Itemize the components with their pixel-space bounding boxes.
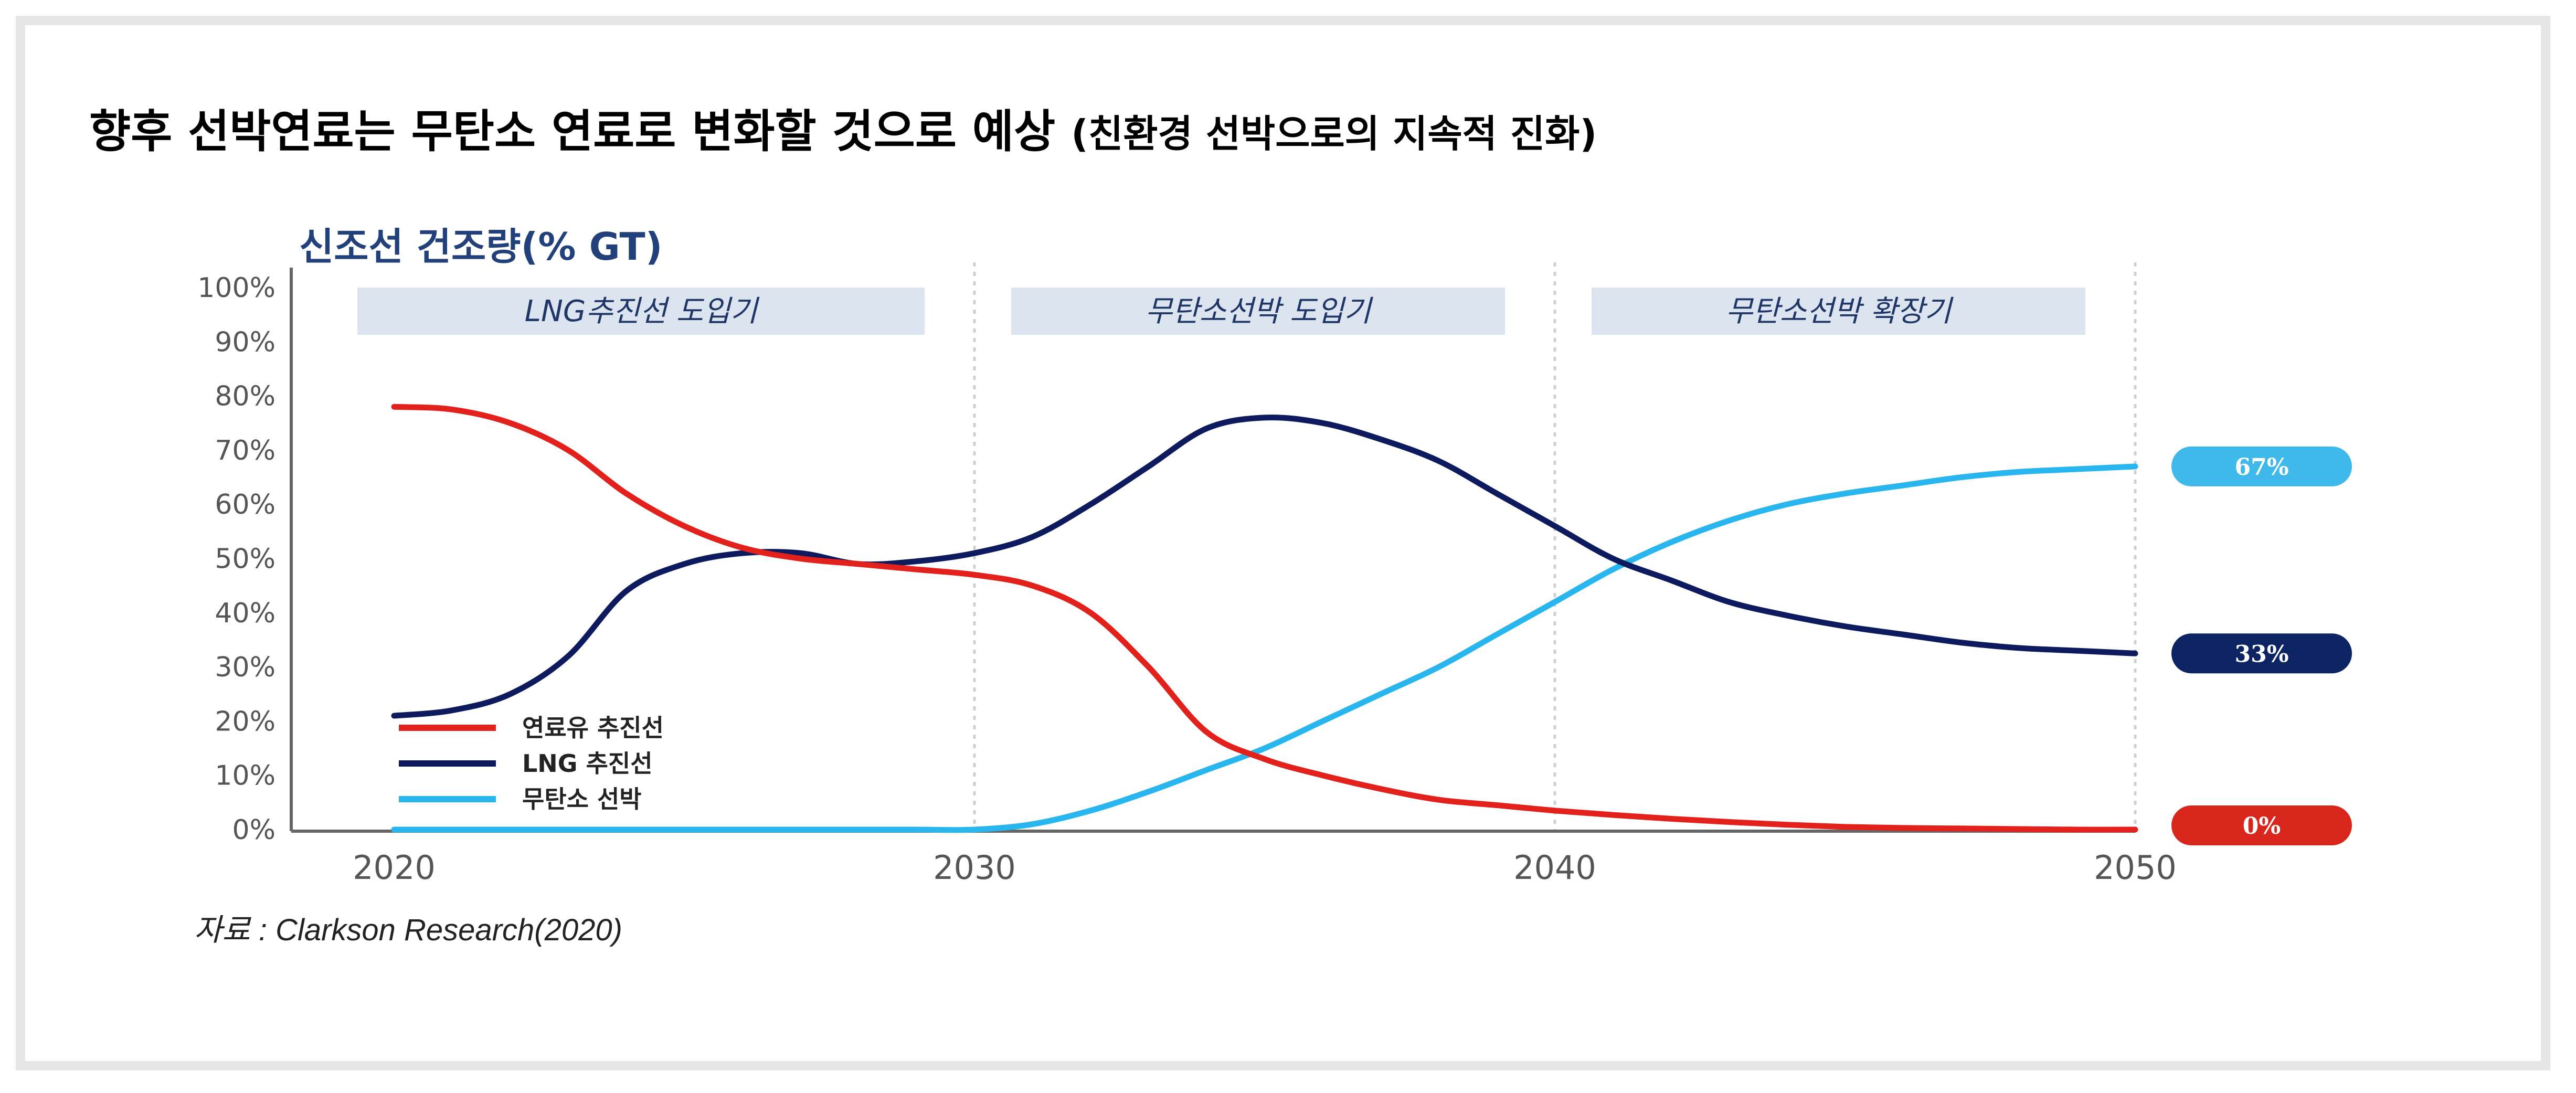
end-value-label: 0% (2243, 813, 2281, 840)
y-tick-label: 100% (197, 272, 275, 304)
x-tick-label: 2020 (353, 848, 436, 887)
title-subtitle: (친환경 선박으로의 지속적 진화) (1071, 112, 1597, 156)
end-value-label: 33% (2234, 641, 2288, 667)
series-line-2 (391, 463, 2138, 833)
y-tick-label: 10% (215, 760, 275, 792)
phase-label: 무탄소선박 도입기 (1146, 294, 1373, 328)
x-tick-label: 2030 (933, 848, 1016, 887)
phase-label: 무탄소선박 확장기 (1726, 294, 1954, 328)
y-tick-label: 50% (215, 544, 275, 575)
y-tick-label: 30% (215, 652, 275, 683)
phase-band (357, 288, 925, 335)
phase-label: LNG추진선 도입기 (525, 294, 760, 328)
x-tick-label: 2050 (2094, 848, 2177, 887)
source-note: 자료 : Clarkson Research(2020) (194, 913, 622, 947)
series-line-0 (391, 404, 2138, 833)
series-line-1 (391, 415, 2138, 719)
legend-label: LNG 추진선 (522, 749, 653, 778)
x-tick-label: 2040 (1513, 848, 1596, 887)
end-value-badge (2171, 805, 2352, 845)
legend-label: 무탄소 선박 (522, 785, 642, 813)
y-tick-label: 0% (232, 814, 276, 846)
end-value-badge (2171, 446, 2352, 486)
y-tick-label: 70% (215, 435, 275, 466)
y-tick-label: 80% (215, 381, 275, 412)
y-tick-label: 60% (215, 489, 275, 521)
phase-band (1011, 288, 1505, 335)
end-value-badge (2171, 633, 2352, 674)
y-tick-label: 20% (215, 706, 275, 737)
end-value-label: 67% (2234, 454, 2288, 481)
y-tick-label: 90% (215, 326, 275, 358)
phase-band (1592, 288, 2085, 335)
legend-label: 연료유 추진선 (522, 714, 664, 742)
page-title: 향후 선박연료는 무탄소 연료로 변화할 것으로 예상 (친환경 선박으로의 지… (89, 94, 1597, 160)
y-tick-label: 40% (215, 598, 275, 629)
page-frame (16, 16, 2550, 1070)
title-main: 향후 선박연료는 무탄소 연료로 변화할 것으로 예상 (89, 105, 1056, 158)
chart-title: 신조선 건조량(% GT) (299, 225, 662, 269)
